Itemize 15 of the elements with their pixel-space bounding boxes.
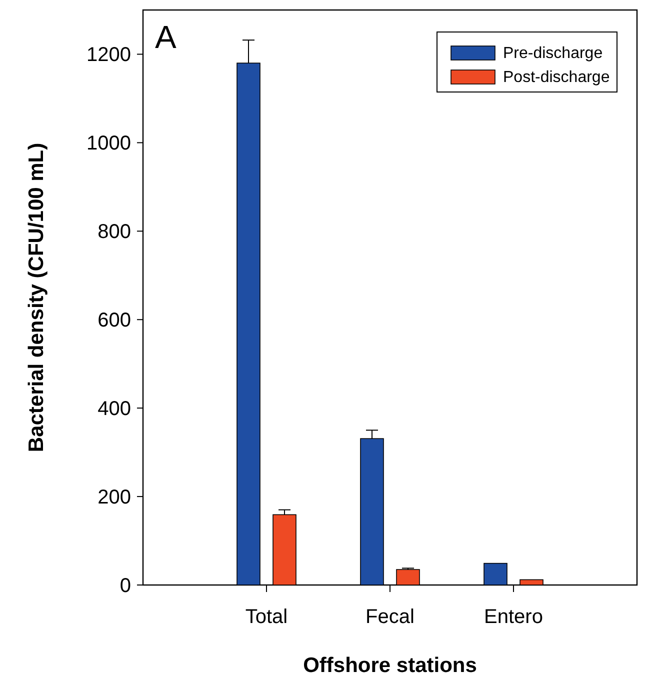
x-tick-label: Fecal — [366, 606, 414, 628]
y-axis-title: Bacterial density (CFU/100 mL) — [25, 142, 48, 452]
x-tick-label: Total — [245, 606, 288, 628]
y-tick-label: 0 — [120, 575, 131, 597]
legend-label: Post-discharge — [503, 69, 610, 86]
y-tick-label: 200 — [98, 486, 131, 509]
y-tick-label: 800 — [98, 221, 131, 244]
y-tick-label: 1000 — [86, 132, 131, 155]
x-tick-label: Entero — [484, 606, 543, 628]
x-axis-title: Offshore stations — [303, 654, 477, 677]
y-tick-label: 1200 — [86, 44, 131, 66]
y-tick-label: 600 — [98, 310, 131, 332]
legend-label: Pre-discharge — [503, 45, 603, 62]
y-tick-label: 400 — [98, 398, 131, 420]
annotation: A — [155, 19, 177, 55]
